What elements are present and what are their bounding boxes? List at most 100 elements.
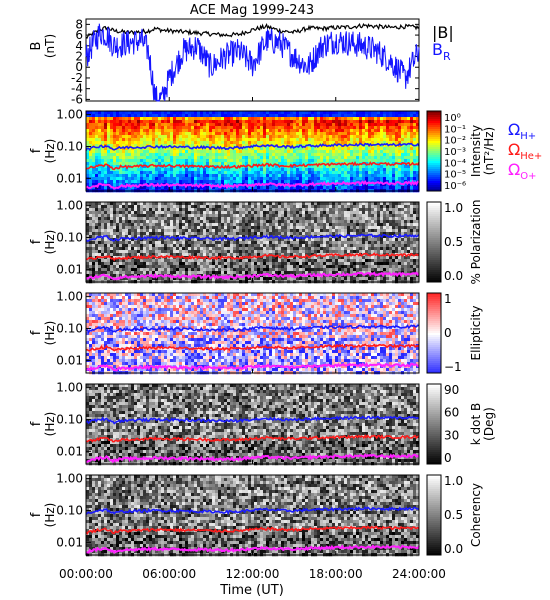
spectrogram-cell (230, 223, 234, 227)
spectrogram-cell (119, 211, 123, 215)
spectrogram-cell (359, 180, 363, 184)
spectrogram-cell (275, 150, 279, 154)
spectrogram-cell (152, 177, 156, 181)
spectrogram-cell (320, 180, 324, 184)
spectrogram-cell (389, 150, 393, 154)
spectrogram-cell (110, 235, 114, 239)
spectrogram-cell (359, 135, 363, 139)
spectrogram-cell (221, 114, 225, 118)
spectrogram-cell (332, 168, 336, 172)
spectrogram-cell (215, 235, 219, 239)
spectrogram-cell (236, 174, 240, 178)
spectrogram-cell (221, 132, 225, 136)
spectrogram-cell (272, 162, 276, 166)
spectrogram-cell (215, 177, 219, 181)
spectrogram-cell (116, 244, 120, 248)
spectrogram-cell (200, 208, 204, 212)
spectrogram-cell (227, 223, 231, 227)
spectrogram-cell (107, 202, 111, 206)
spectrogram-cell (242, 129, 246, 133)
spectrogram-cell (233, 253, 237, 257)
spectrogram-cell (137, 241, 141, 245)
spectrogram-cell (110, 156, 114, 160)
spectrogram-cell (293, 211, 297, 215)
spectrogram-cell (119, 114, 123, 118)
spectrogram-cell (185, 265, 189, 269)
spectrogram-cell (386, 126, 390, 130)
spectrogram-cell (113, 162, 117, 166)
spectrogram-cell (275, 153, 279, 157)
spectrogram-cell (383, 159, 387, 163)
spectrogram-cell (293, 159, 297, 163)
spectrogram-cell (143, 165, 147, 169)
spectrogram-cell (278, 232, 282, 236)
spectrogram-cell (92, 129, 96, 133)
spectrogram-cell (299, 168, 303, 172)
spectrogram-cell (167, 208, 171, 212)
spectrogram-cell (128, 244, 132, 248)
spectrogram-cell (218, 235, 222, 239)
spectrogram-cell (293, 132, 297, 136)
spectrogram-cell (242, 208, 246, 212)
spectrogram-cell (272, 226, 276, 230)
spectrogram-cell (401, 114, 405, 118)
spectrogram-cell (341, 177, 345, 181)
y-tick-label: 6 (75, 28, 83, 42)
spectrogram-cell (188, 202, 192, 206)
spectrogram-cell (161, 162, 165, 166)
spectrogram-cell (248, 217, 252, 221)
spectrogram-cell (353, 132, 357, 136)
spectrogram-cell (236, 111, 240, 115)
spectrogram-cell (257, 220, 261, 224)
spectrogram-cell (200, 159, 204, 163)
spectrogram-cell (140, 153, 144, 157)
spectrogram-cell (263, 156, 267, 160)
spectrogram-cell (104, 202, 108, 206)
spectrogram-cell (248, 147, 252, 151)
spectrogram-cell (197, 117, 201, 121)
spectrogram-cell (173, 244, 177, 248)
spectrogram-cell (275, 262, 279, 266)
spectrogram-cell (404, 156, 408, 160)
spectrogram-cell (317, 138, 321, 142)
spectrogram-cell (116, 132, 120, 136)
spectrogram-cell (254, 138, 258, 142)
spectrogram-cell (215, 126, 219, 130)
spectrogram-cell (266, 132, 270, 136)
spectrogram-cell (194, 111, 198, 115)
spectrogram-cell (149, 186, 153, 190)
spectrogram-cell (236, 126, 240, 130)
spectrogram-cell (278, 268, 282, 272)
spectrogram-cell (212, 205, 216, 209)
spectrogram-cell (275, 168, 279, 172)
spectrogram-cell (278, 111, 282, 115)
spectrogram-cell (128, 268, 132, 272)
spectrogram-cell (353, 150, 357, 154)
spectrogram-cell (242, 268, 246, 272)
spectrogram-cell (158, 147, 162, 151)
spectrogram-cell (113, 265, 117, 269)
spectrogram-cell (167, 174, 171, 178)
spectrogram-cell (260, 259, 264, 263)
spectrogram-cell (86, 232, 90, 236)
spectrogram-cell (122, 265, 126, 269)
spectrogram-cell (239, 223, 243, 227)
spectrogram-cell (203, 211, 207, 215)
spectrogram-cell (95, 141, 99, 145)
spectrogram-cell (161, 277, 165, 281)
spectrogram-cell (134, 250, 138, 254)
colorbar-tick-label: 10⁻⁴ (444, 158, 466, 169)
spectrogram-cell (233, 232, 237, 236)
spectrogram-cell (341, 165, 345, 169)
colorbar-tick-label: 10⁻⁶ (444, 181, 466, 192)
spectrogram-cell (209, 229, 213, 233)
spectrogram-cell (365, 111, 369, 115)
spectrogram-cell (197, 277, 201, 281)
spectrogram-cell (215, 250, 219, 254)
spectrogram-cell (413, 147, 417, 151)
spectrogram-cell (293, 232, 297, 236)
spectrogram-cell (251, 235, 255, 239)
spectrogram-cell (155, 205, 159, 209)
spectrogram-cell (281, 241, 285, 245)
spectrogram-cell (95, 147, 99, 151)
